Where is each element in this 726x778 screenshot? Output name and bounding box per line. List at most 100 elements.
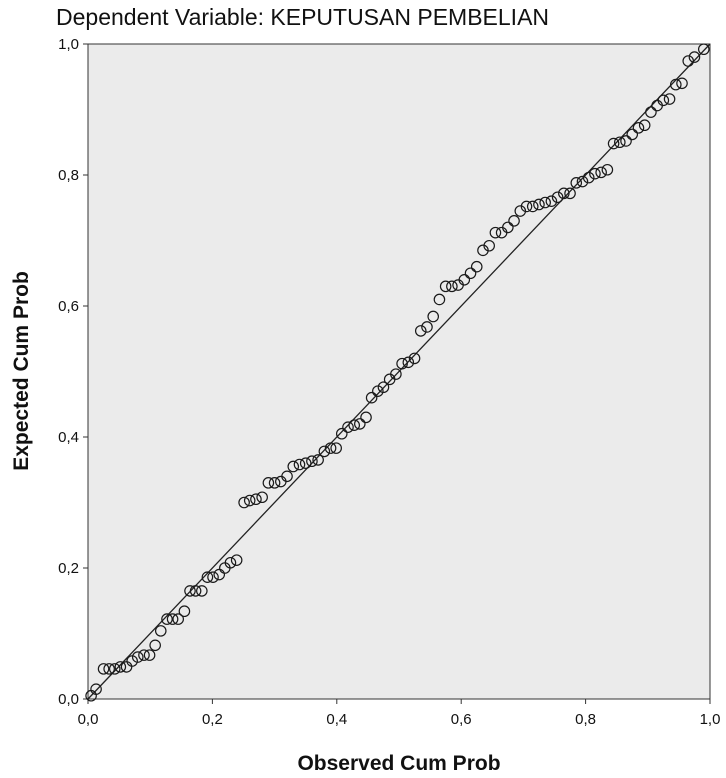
y-tick-label: 1,0 xyxy=(58,36,79,53)
data-point xyxy=(433,293,446,306)
x-axis-label: Observed Cum Prob xyxy=(297,752,500,775)
data-point xyxy=(138,649,150,661)
data-point xyxy=(638,119,651,132)
data-point xyxy=(508,215,520,227)
data-point xyxy=(645,106,657,118)
data-point xyxy=(281,470,293,483)
data-point xyxy=(558,187,570,200)
data-point xyxy=(697,43,710,56)
data-point xyxy=(103,663,115,675)
data-point xyxy=(149,639,161,652)
data-point xyxy=(143,649,156,661)
data-point xyxy=(196,585,208,597)
data-point xyxy=(533,198,545,211)
data-point xyxy=(526,200,539,213)
data-point xyxy=(439,280,452,293)
data-point xyxy=(614,136,626,149)
y-tick-label: 0,2 xyxy=(58,560,79,577)
data-point xyxy=(626,128,639,141)
data-point xyxy=(207,571,219,583)
data-point xyxy=(330,442,342,454)
reference-line xyxy=(87,43,711,700)
data-point xyxy=(551,191,564,204)
data-point xyxy=(464,267,477,280)
data-point xyxy=(470,260,483,273)
data-point xyxy=(402,356,415,369)
data-point xyxy=(377,381,390,394)
data-point xyxy=(676,77,688,90)
data-point xyxy=(489,226,502,239)
data-point xyxy=(682,55,695,67)
data-point xyxy=(161,613,173,625)
x-tick-label: 1,0 xyxy=(700,711,721,728)
data-point xyxy=(360,411,372,424)
data-point xyxy=(458,273,471,286)
data-point xyxy=(250,493,262,506)
data-point xyxy=(90,683,102,695)
data-point xyxy=(230,554,243,566)
data-point xyxy=(299,457,312,469)
data-point xyxy=(154,625,167,637)
data-point xyxy=(97,663,110,675)
data-point xyxy=(312,454,324,466)
data-points xyxy=(85,43,710,702)
data-point xyxy=(201,571,214,583)
data-point xyxy=(287,460,300,473)
data-point xyxy=(256,491,268,504)
x-tick-label: 0,4 xyxy=(326,711,347,728)
data-point xyxy=(131,651,144,663)
data-point xyxy=(502,221,514,234)
data-point xyxy=(620,135,632,147)
y-tick-label: 0,0 xyxy=(58,691,79,708)
data-point xyxy=(408,352,421,365)
data-point xyxy=(446,280,458,293)
data-point xyxy=(354,418,366,430)
data-point xyxy=(483,239,495,252)
data-point xyxy=(582,171,595,184)
data-point xyxy=(166,613,179,625)
data-point xyxy=(172,613,184,625)
y-axis-label: Expected Cum Prob xyxy=(10,271,33,471)
data-point xyxy=(545,195,558,207)
x-tick-label: 0,0 xyxy=(78,711,99,728)
data-point xyxy=(335,427,348,440)
data-point xyxy=(390,368,402,380)
x-tick-label: 0,6 xyxy=(451,711,472,728)
data-point xyxy=(293,458,306,471)
data-point xyxy=(318,445,331,458)
data-point xyxy=(348,419,361,432)
data-point xyxy=(564,187,576,200)
data-point xyxy=(589,167,601,180)
chart-title: Dependent Variable: KEPUTUSAN PEMBELIAN xyxy=(56,4,550,30)
data-point xyxy=(427,310,440,323)
data-point xyxy=(108,663,121,675)
y-tick-label: 0,8 xyxy=(58,167,79,184)
axis-ticks: 0,0 0,2 0,4 0,6 0,8 1,0 0,0 0,2 0,4 0,6 0,8 1,0 xyxy=(58,36,720,728)
x-tick-label: 0,8 xyxy=(575,711,596,728)
data-point xyxy=(262,477,275,489)
data-point xyxy=(178,605,191,618)
data-point xyxy=(414,325,427,337)
data-point xyxy=(365,391,378,404)
x-tick-label: 0,2 xyxy=(202,711,223,728)
data-point xyxy=(688,51,701,63)
data-point xyxy=(520,200,533,213)
data-point xyxy=(421,321,433,333)
data-point xyxy=(184,585,196,597)
data-point xyxy=(238,496,250,509)
data-point xyxy=(396,357,408,370)
data-point xyxy=(601,163,614,176)
data-point xyxy=(663,93,676,105)
data-point xyxy=(268,477,281,489)
y-tick-label: 0,6 xyxy=(58,298,79,315)
data-point xyxy=(324,442,337,454)
data-point xyxy=(576,175,589,188)
data-point xyxy=(669,78,682,91)
data-point xyxy=(342,421,354,433)
data-point xyxy=(114,661,127,673)
data-point xyxy=(224,556,237,569)
data-point xyxy=(306,455,318,468)
data-point xyxy=(189,585,202,597)
data-point xyxy=(570,177,583,189)
